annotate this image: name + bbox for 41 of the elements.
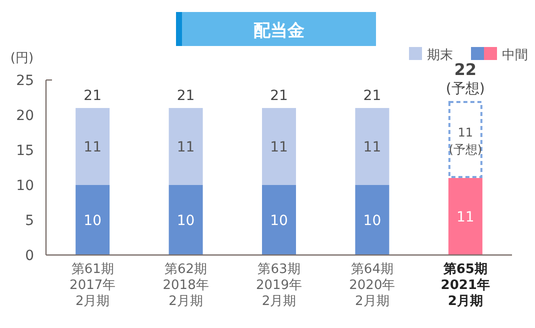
y-tick-label: 5: [25, 213, 34, 229]
data-label: 11 (予想): [448, 126, 482, 156]
data-label: 10: [363, 213, 382, 229]
data-label: 11: [84, 140, 102, 156]
data-label: 11: [363, 140, 382, 156]
bar: [448, 178, 482, 255]
y-axis-title: (円): [10, 51, 34, 66]
data-label: 10: [270, 213, 288, 229]
total-label: 21: [176, 88, 195, 104]
y-tick-label: 10: [16, 178, 34, 194]
total-label: 21: [84, 88, 102, 104]
data-label: 11: [456, 210, 474, 226]
total-label: 21: [270, 88, 288, 104]
y-tick-label: 0: [25, 248, 34, 264]
data-label: 10: [84, 213, 102, 229]
total-label: 22 (予想): [446, 60, 485, 97]
x-tick-label: 第61期 2017年 2月期: [70, 262, 116, 309]
title: 配当金: [176, 12, 376, 46]
bar: [76, 108, 110, 185]
data-label: 11: [176, 140, 195, 156]
bar: [355, 185, 390, 255]
legend-label: 中間: [502, 48, 528, 63]
data-label: 10: [176, 213, 195, 229]
x-tick-label: 第64期 2020年 2月期: [349, 262, 396, 309]
y-tick-label: 15: [16, 143, 34, 159]
legend-label: 期末: [427, 48, 453, 63]
x-tick-label: 第62期 2018年 2月期: [162, 262, 209, 309]
bar: [168, 108, 203, 185]
y-tick-label: 25: [16, 73, 34, 89]
bar: [355, 108, 390, 185]
bar: [448, 101, 482, 178]
total-label: 21: [363, 88, 382, 104]
bar: [262, 108, 296, 185]
y-tick-label: 20: [16, 108, 34, 124]
bar: [262, 185, 296, 255]
x-tick-label: 第65期 2021年 2月期: [440, 262, 490, 309]
x-tick-label: 第63期 2019年 2月期: [256, 262, 302, 309]
chart-title: 配当金: [254, 21, 304, 41]
bar: [168, 185, 203, 255]
data-label: 11: [270, 140, 288, 156]
bar: [76, 185, 110, 255]
